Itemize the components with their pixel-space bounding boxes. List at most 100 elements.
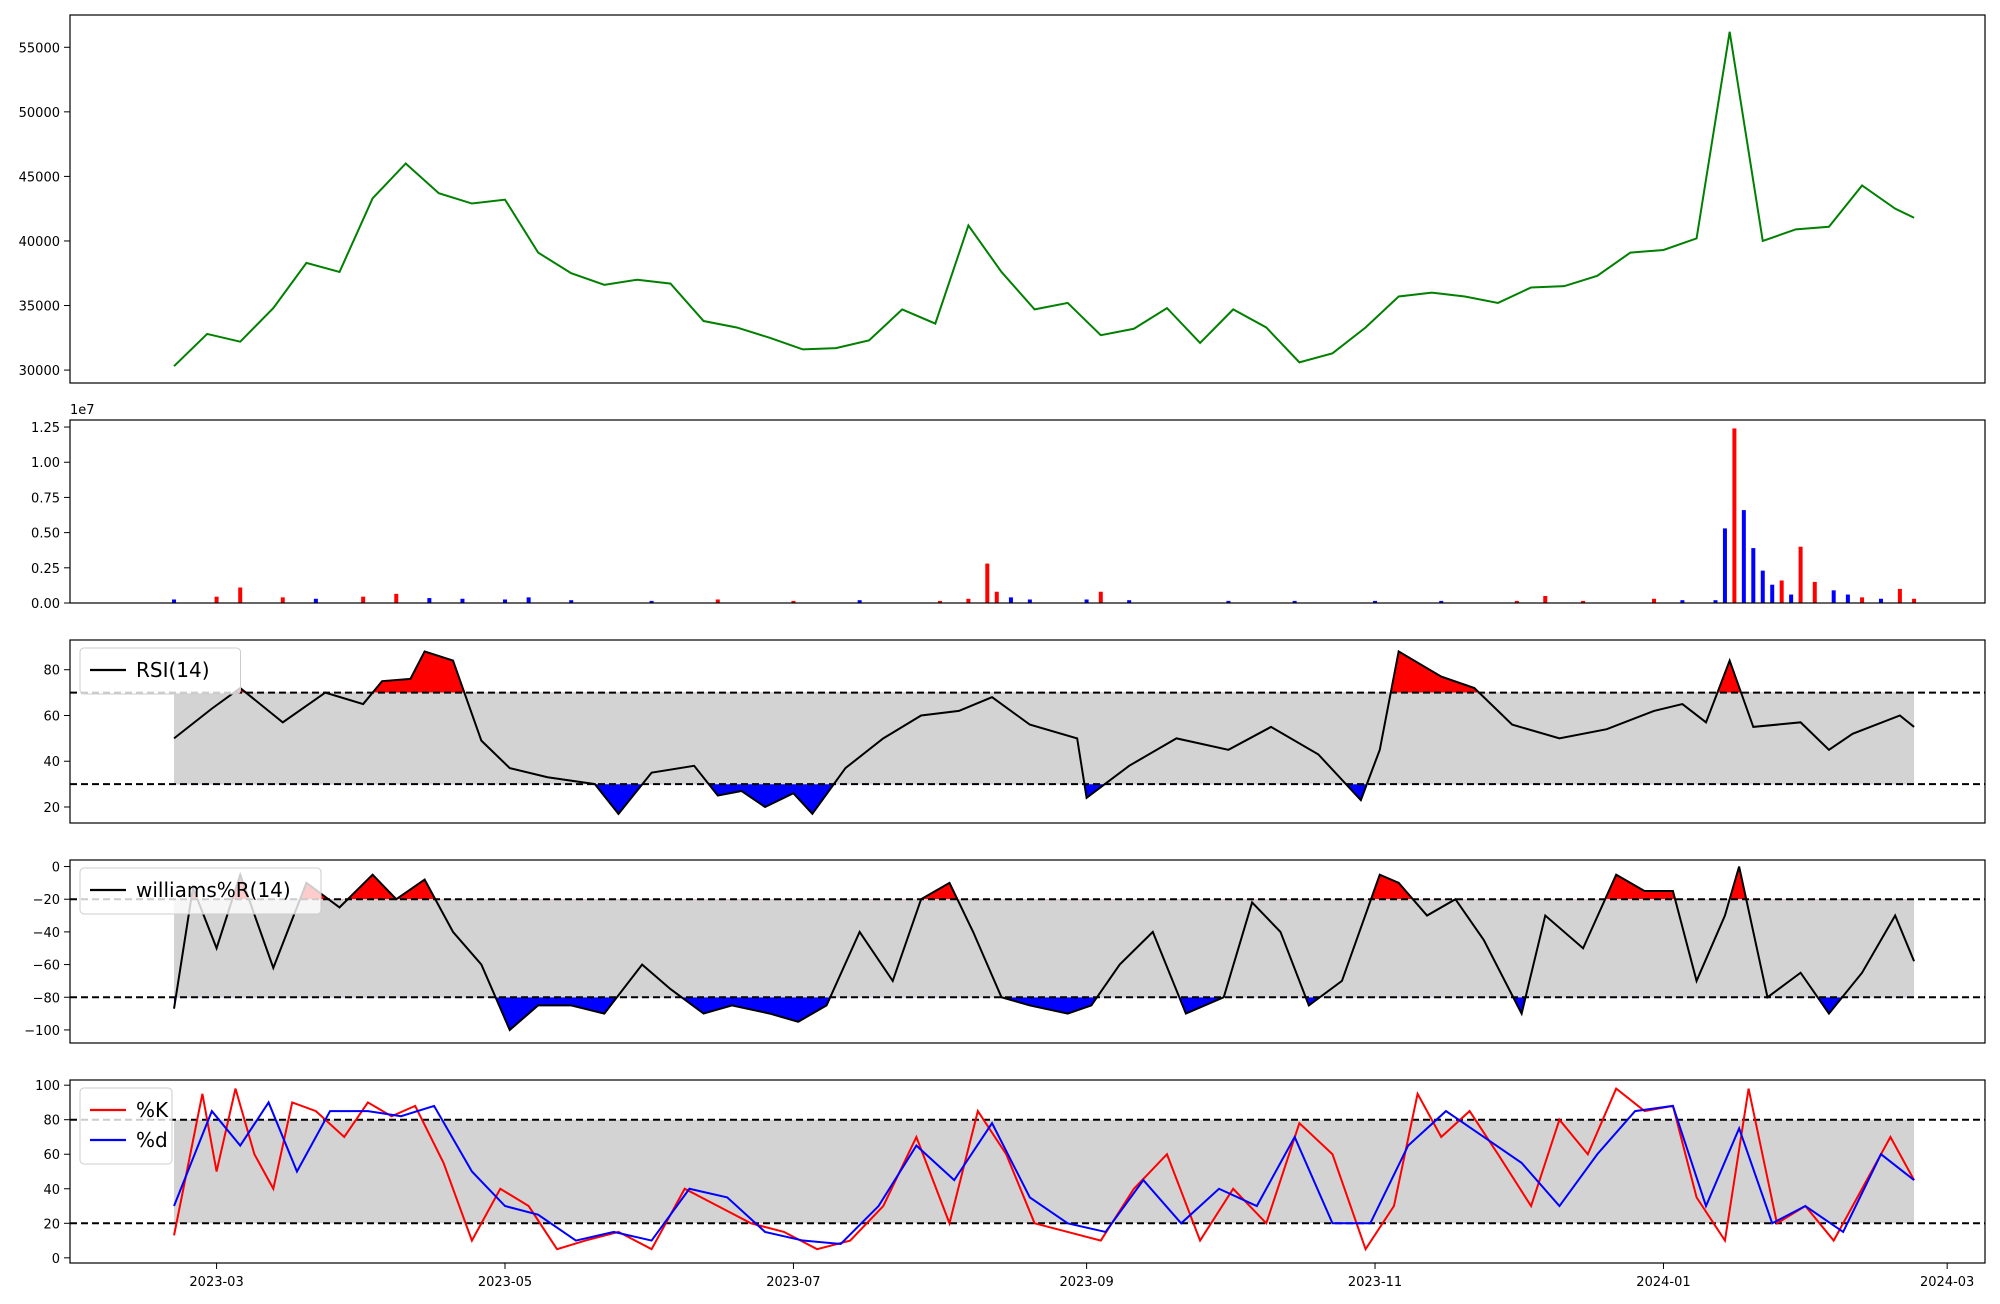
y-tick-label: 40 bbox=[43, 1183, 60, 1198]
volume-frame bbox=[69, 419, 1986, 604]
x-tick-label: 2024-03 bbox=[1920, 1275, 1974, 1290]
rsi-oversold-fill bbox=[594, 784, 1367, 814]
volume-bar bbox=[966, 598, 971, 603]
y-tick-label: 40 bbox=[43, 755, 60, 770]
volume-bar bbox=[1798, 546, 1803, 603]
y-tick-label: 60 bbox=[43, 1148, 60, 1163]
williams-panel: −100 −80 −60 −40 −20 0 williams%R(14) bbox=[24, 859, 1986, 1044]
volume-bar bbox=[1514, 600, 1519, 603]
volume-bar bbox=[1751, 548, 1756, 603]
volume-bar bbox=[1439, 600, 1444, 603]
volume-bar bbox=[649, 600, 654, 603]
y-tick-label: 1.00 bbox=[31, 456, 60, 471]
rsi-legend bbox=[79, 647, 241, 695]
y-tick-label: 55000 bbox=[19, 41, 60, 56]
y-tick-label: 20 bbox=[43, 1217, 60, 1232]
volume-bar bbox=[313, 598, 318, 603]
y-tick-label: 0 bbox=[52, 1252, 60, 1267]
volume-bar bbox=[1652, 598, 1657, 603]
price-line bbox=[173, 31, 1915, 367]
stochastic-frame bbox=[69, 1079, 1986, 1264]
williams-frame bbox=[69, 859, 1986, 1044]
y-tick-label: 80 bbox=[43, 664, 60, 679]
x-tick-label: 2023-03 bbox=[189, 1275, 243, 1290]
volume-bar bbox=[1779, 580, 1784, 603]
volume-bar bbox=[1084, 599, 1089, 603]
stochastic-plot-area bbox=[70, 1087, 1985, 1252]
volume-bar bbox=[1860, 597, 1865, 603]
volume-bar bbox=[238, 587, 243, 603]
y-tick-label: 20 bbox=[43, 801, 60, 816]
volume-bar bbox=[1770, 584, 1775, 603]
volume-bar bbox=[460, 598, 465, 603]
volume-bar bbox=[1098, 591, 1103, 603]
legend-label: williams%R(14) bbox=[136, 878, 291, 902]
volume-bar bbox=[1760, 570, 1765, 603]
volume-bar bbox=[1027, 599, 1032, 603]
stochastic-legend bbox=[79, 1087, 173, 1165]
x-tick-label: 2023-05 bbox=[478, 1275, 532, 1290]
y-tick-label: 1.25 bbox=[31, 421, 60, 436]
legend-label: %d bbox=[136, 1128, 168, 1152]
x-tick-label: 2023-07 bbox=[766, 1275, 820, 1290]
x-tick-label: 2023-09 bbox=[1059, 1275, 1113, 1290]
volume-plot-area bbox=[172, 428, 1917, 603]
price-panel: 30000 35000 40000 45000 50000 55000 bbox=[19, 14, 1986, 384]
y-tick-label: 0.00 bbox=[31, 597, 60, 612]
y-tick-label: −60 bbox=[33, 959, 60, 974]
y-tick-label: −40 bbox=[33, 926, 60, 941]
series-line-d bbox=[173, 1100, 1915, 1246]
volume-bar bbox=[361, 596, 366, 603]
volume-bar bbox=[1812, 581, 1817, 603]
y-tick-label: 60 bbox=[43, 709, 60, 724]
y-tick-label: 45000 bbox=[19, 170, 60, 185]
rsi-panel: 20 40 60 80 RSI(14) bbox=[43, 639, 1986, 824]
price-plot-area bbox=[173, 31, 1915, 367]
rsi-band bbox=[174, 692, 1915, 785]
y-tick-label: 0.75 bbox=[31, 491, 60, 506]
y-tick-label: 30000 bbox=[19, 364, 60, 379]
volume-bar bbox=[503, 599, 508, 603]
volume-bar bbox=[1741, 510, 1746, 603]
volume-bar bbox=[1543, 595, 1548, 603]
legend-label: RSI(14) bbox=[136, 658, 210, 682]
volume-bar bbox=[1789, 594, 1794, 603]
y-tick-label: 0.25 bbox=[31, 562, 60, 577]
rsi-line bbox=[173, 649, 1915, 816]
y-tick-label: 80 bbox=[43, 1114, 60, 1129]
williams-oversold-fill bbox=[174, 997, 1915, 1030]
volume-bar bbox=[715, 599, 720, 603]
volume-bar bbox=[427, 598, 432, 603]
x-tick-label: 2023-11 bbox=[1348, 1275, 1402, 1290]
volume-bar bbox=[172, 599, 177, 603]
volume-bar bbox=[938, 600, 943, 603]
x-tick-label: 2024-01 bbox=[1636, 1275, 1690, 1290]
y-tick-label: 0.50 bbox=[31, 527, 60, 542]
volume-bar bbox=[526, 597, 531, 603]
y-tick-label: 0 bbox=[52, 861, 60, 876]
volume-bar bbox=[1713, 600, 1718, 603]
williams-plot-area bbox=[70, 866, 1985, 1032]
volume-bar bbox=[1373, 600, 1378, 603]
volume-bar bbox=[1581, 600, 1586, 603]
stochastic-panel: 0 20 40 60 80 100 %K %d 2023-03 2023-05 2023-07 202… bbox=[35, 1079, 1986, 1290]
volume-bar bbox=[1292, 600, 1297, 603]
volume-bar bbox=[214, 596, 219, 603]
rsi-frame bbox=[69, 639, 1986, 824]
price-frame bbox=[69, 14, 1986, 384]
volume-bar bbox=[1831, 590, 1836, 603]
volume-bar bbox=[791, 600, 796, 603]
volume-exponent-label: 1e7 bbox=[70, 403, 95, 418]
legend-label: %K bbox=[136, 1098, 169, 1122]
volume-bar bbox=[394, 593, 399, 603]
volume-bar bbox=[280, 597, 285, 603]
volume-bar bbox=[1897, 588, 1902, 603]
volume-bar bbox=[1845, 594, 1850, 603]
y-tick-label: 40000 bbox=[19, 235, 60, 250]
volume-bar bbox=[1226, 600, 1231, 603]
williams-line bbox=[173, 866, 1915, 1032]
volume-bar bbox=[1680, 600, 1685, 603]
y-tick-label: −80 bbox=[33, 991, 60, 1006]
